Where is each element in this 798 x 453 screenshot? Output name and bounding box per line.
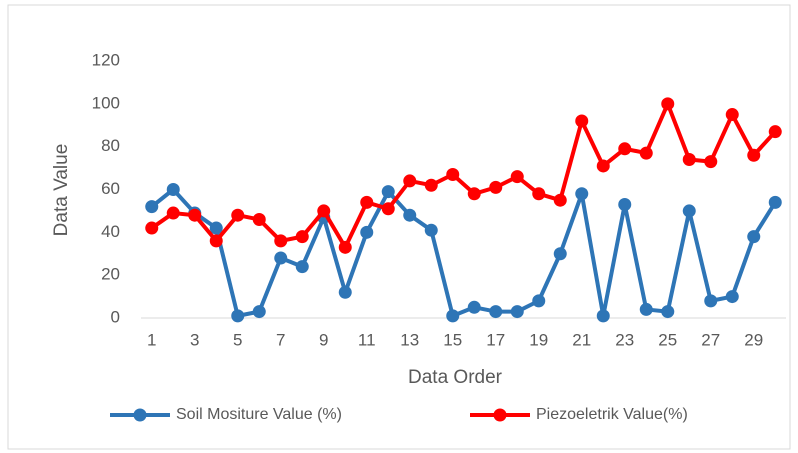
x-tick-label: 27 (701, 330, 720, 349)
data-point (403, 174, 417, 188)
data-point (661, 97, 675, 111)
data-point (209, 221, 223, 235)
x-tick-label: 21 (572, 330, 591, 349)
data-point (295, 230, 309, 244)
data-point (725, 108, 739, 122)
data-point (338, 285, 352, 299)
data-point (252, 212, 266, 226)
data-point (446, 309, 460, 323)
data-point (360, 195, 374, 209)
data-point (747, 230, 761, 244)
data-point (553, 247, 567, 261)
data-point (166, 206, 180, 220)
data-point (618, 142, 632, 156)
data-point (381, 202, 395, 216)
x-axis-title: Data Order (408, 367, 503, 388)
y-tick-label: 0 (111, 307, 120, 326)
data-point (317, 204, 331, 218)
data-point (747, 148, 761, 162)
data-point (575, 114, 589, 128)
data-point (274, 234, 288, 248)
data-point (510, 305, 524, 319)
data-point (489, 305, 503, 319)
data-point (166, 183, 180, 196)
x-tick-label: 23 (615, 330, 634, 349)
data-point (231, 208, 245, 222)
data-point (360, 225, 374, 239)
data-point (618, 197, 632, 211)
data-point (295, 260, 309, 274)
y-tick-label: 100 (92, 93, 120, 112)
legend-marker (133, 408, 147, 422)
x-tick-label: 1 (147, 330, 156, 349)
y-axis-title: Data Value (51, 144, 72, 237)
legend-marker (493, 408, 507, 422)
data-point (768, 195, 782, 209)
data-point (231, 309, 245, 323)
data-point (467, 300, 481, 314)
data-point (661, 305, 675, 319)
y-tick-label: 40 (101, 222, 120, 241)
data-point (424, 223, 438, 237)
data-point (532, 294, 546, 308)
chart-border (7, 4, 791, 450)
x-tick-label: 25 (658, 330, 677, 349)
data-point (424, 178, 438, 192)
data-point (209, 234, 223, 248)
x-tick-label: 19 (529, 330, 548, 349)
data-point (725, 290, 739, 304)
data-point (704, 155, 718, 169)
data-point (553, 193, 567, 207)
data-point (510, 170, 524, 184)
x-tick-label: 29 (744, 330, 763, 349)
data-point (446, 168, 460, 182)
x-tick-label: 15 (443, 330, 462, 349)
x-tick-label: 13 (400, 330, 419, 349)
data-point (704, 294, 718, 308)
data-point (403, 208, 417, 222)
legend-label: Piezoeletrik Value(%) (536, 406, 688, 423)
data-point (338, 240, 352, 254)
data-point (145, 200, 159, 214)
data-point (489, 180, 503, 194)
data-point (252, 305, 266, 319)
data-point (188, 208, 202, 222)
data-point (575, 187, 589, 201)
y-tick-label: 120 (92, 50, 120, 69)
data-point (381, 185, 395, 199)
data-point (682, 153, 696, 167)
data-point (467, 187, 481, 201)
data-point (682, 204, 696, 218)
data-point (274, 251, 288, 265)
legend-label: Soil Mositure Value (%) (176, 406, 342, 423)
x-tick-label: 5 (233, 330, 242, 349)
data-point (639, 146, 653, 160)
data-point (596, 309, 610, 323)
y-tick-label: 80 (101, 136, 120, 155)
data-point (768, 125, 782, 139)
data-point (639, 302, 653, 316)
data-point (145, 221, 159, 235)
x-tick-label: 17 (486, 330, 505, 349)
x-tick-label: 3 (190, 330, 199, 349)
y-tick-label: 60 (101, 179, 120, 198)
x-tick-label: 7 (276, 330, 285, 349)
data-point (596, 159, 610, 173)
data-point (532, 187, 546, 201)
y-tick-label: 20 (101, 265, 120, 284)
x-tick-label: 9 (319, 330, 328, 349)
x-tick-label: 11 (358, 330, 376, 349)
